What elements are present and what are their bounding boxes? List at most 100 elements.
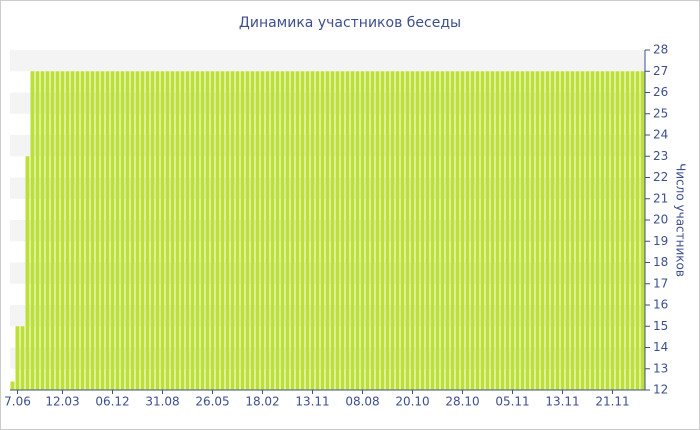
bar bbox=[380, 71, 385, 390]
bar bbox=[50, 71, 55, 390]
bar bbox=[610, 71, 615, 390]
bar bbox=[395, 71, 400, 390]
bar bbox=[465, 71, 470, 390]
bar bbox=[100, 71, 105, 390]
bar bbox=[565, 71, 570, 390]
bar bbox=[540, 71, 545, 390]
bar bbox=[575, 71, 580, 390]
bar bbox=[190, 71, 195, 390]
bar bbox=[425, 71, 430, 390]
x-tick-label: 21.11 bbox=[595, 395, 629, 409]
bar bbox=[545, 71, 550, 390]
bar bbox=[580, 71, 585, 390]
bar bbox=[375, 71, 380, 390]
bar bbox=[290, 71, 295, 390]
bar bbox=[515, 71, 520, 390]
bar bbox=[130, 71, 135, 390]
chart-title: Динамика участников беседы bbox=[239, 15, 461, 31]
bar bbox=[185, 71, 190, 390]
bar bbox=[630, 71, 635, 390]
y-tick-label: 23 bbox=[653, 149, 668, 163]
bar bbox=[35, 71, 40, 390]
bar bbox=[450, 71, 455, 390]
bar bbox=[440, 71, 445, 390]
bar bbox=[310, 71, 315, 390]
bar bbox=[405, 71, 410, 390]
bar bbox=[85, 71, 90, 390]
bar bbox=[640, 71, 645, 390]
bar bbox=[120, 71, 125, 390]
bar bbox=[65, 71, 70, 390]
y-tick-label: 15 bbox=[653, 319, 668, 333]
bar bbox=[365, 71, 370, 390]
bar bbox=[510, 71, 515, 390]
bar bbox=[500, 71, 505, 390]
bar bbox=[165, 71, 170, 390]
bar bbox=[600, 71, 605, 390]
bar bbox=[415, 71, 420, 390]
x-tick-label: 08.08 bbox=[345, 395, 379, 409]
bar bbox=[475, 71, 480, 390]
bar bbox=[615, 71, 620, 390]
x-tick-label: 18.02 bbox=[245, 395, 279, 409]
bar bbox=[430, 71, 435, 390]
bar bbox=[300, 71, 305, 390]
bar bbox=[205, 71, 210, 390]
bar bbox=[555, 71, 560, 390]
bar bbox=[145, 71, 150, 390]
bar bbox=[350, 71, 355, 390]
x-tick-label: 13.11 bbox=[545, 395, 579, 409]
bar bbox=[180, 71, 185, 390]
bar bbox=[155, 71, 160, 390]
y-tick-label: 21 bbox=[653, 191, 668, 205]
bar bbox=[60, 71, 65, 390]
x-tick-label: 06.12 bbox=[95, 395, 129, 409]
bar bbox=[285, 71, 290, 390]
x-tick-label: 31.08 bbox=[145, 395, 179, 409]
bar bbox=[110, 71, 115, 390]
bar bbox=[340, 71, 345, 390]
y-tick-label: 26 bbox=[653, 85, 668, 99]
bar bbox=[460, 71, 465, 390]
bar bbox=[150, 71, 155, 390]
y-axis-title: Число участников bbox=[674, 163, 688, 277]
bar bbox=[195, 71, 200, 390]
y-tick-label: 12 bbox=[653, 383, 668, 397]
y-tick-label: 18 bbox=[653, 255, 668, 269]
bar bbox=[255, 71, 260, 390]
y-tick-label: 22 bbox=[653, 170, 668, 184]
bar bbox=[560, 71, 565, 390]
bar bbox=[15, 326, 20, 390]
bar bbox=[90, 71, 95, 390]
bar bbox=[160, 71, 165, 390]
x-tick-label: 05.11 bbox=[495, 395, 529, 409]
bar bbox=[455, 71, 460, 390]
bar bbox=[20, 326, 25, 390]
bar bbox=[115, 71, 120, 390]
bar bbox=[280, 71, 285, 390]
bar bbox=[570, 71, 575, 390]
y-tick-label: 27 bbox=[653, 64, 668, 78]
bar bbox=[325, 71, 330, 390]
bar bbox=[360, 71, 365, 390]
y-tick-label: 14 bbox=[653, 340, 668, 354]
bar bbox=[135, 71, 140, 390]
bar bbox=[335, 71, 340, 390]
bar bbox=[295, 71, 300, 390]
bar bbox=[235, 71, 240, 390]
bar bbox=[585, 71, 590, 390]
y-tick-label: 28 bbox=[653, 43, 668, 57]
bar bbox=[420, 71, 425, 390]
bar bbox=[275, 71, 280, 390]
bar bbox=[520, 71, 525, 390]
bar bbox=[240, 71, 245, 390]
bar bbox=[505, 71, 510, 390]
bar bbox=[170, 71, 175, 390]
bar bbox=[30, 71, 35, 390]
bar bbox=[480, 71, 485, 390]
bar bbox=[260, 71, 265, 390]
bar bbox=[215, 71, 220, 390]
bar bbox=[230, 71, 235, 390]
bar bbox=[265, 71, 270, 390]
